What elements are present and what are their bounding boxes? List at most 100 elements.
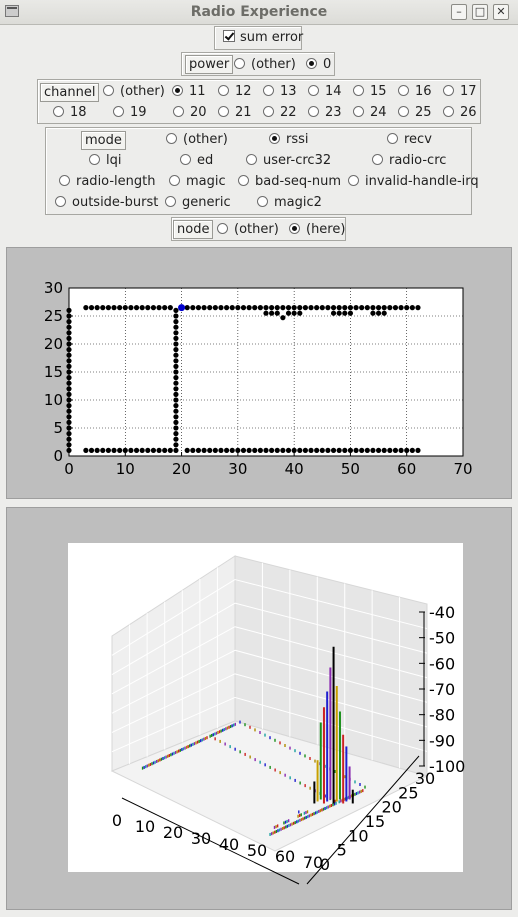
data-point	[201, 447, 207, 453]
window-menu-icon[interactable]	[5, 5, 19, 17]
data-point	[139, 447, 145, 453]
data-point	[269, 310, 275, 316]
data-point	[66, 447, 72, 453]
channel-option-20[interactable]: 20	[173, 105, 207, 120]
data-point	[66, 319, 72, 325]
data-point	[66, 391, 72, 397]
data-point	[100, 447, 106, 453]
mode-option-radio-crc[interactable]: radio-crc	[372, 153, 446, 168]
mode-option-user-crc32[interactable]: user-crc32	[246, 153, 331, 168]
node-group: node (other) (here)	[171, 217, 346, 241]
minimize-button[interactable]: –	[451, 4, 467, 20]
data-point	[297, 310, 303, 316]
data-point	[274, 305, 280, 311]
channel-option-19[interactable]: 19	[113, 105, 147, 120]
pane-gridline	[111, 673, 236, 733]
data-point	[212, 305, 218, 311]
data-point	[235, 305, 241, 311]
channel-option-12[interactable]: 12	[218, 84, 252, 99]
channel-option-13[interactable]: 13	[263, 84, 297, 99]
mode-option-generic[interactable]: generic	[165, 195, 231, 210]
node-option-here[interactable]: (here)	[289, 222, 345, 237]
mode-option-magic2[interactable]: magic2	[257, 195, 322, 210]
data-point	[190, 305, 196, 311]
channel-option-15[interactable]: 15	[353, 84, 387, 99]
data-point	[66, 403, 72, 409]
radio-icon	[53, 106, 64, 117]
data-point	[66, 375, 72, 381]
data-point	[139, 305, 145, 311]
power-option-other[interactable]: (other)	[234, 57, 296, 72]
radio-icon	[180, 154, 191, 165]
x-tick-label: 50	[247, 841, 267, 860]
mode-option-rssi[interactable]: rssi	[269, 132, 309, 147]
mode-button[interactable]: mode	[81, 131, 126, 150]
data-point	[83, 305, 89, 311]
channel-option-21[interactable]: 21	[218, 105, 252, 120]
x-tick-label: 70	[453, 460, 472, 478]
mode-option-recv[interactable]: recv	[387, 132, 432, 147]
data-point	[173, 319, 179, 325]
data-point	[173, 447, 179, 453]
close-button[interactable]: ✕	[493, 4, 509, 20]
x-tick-label: 30	[191, 829, 211, 848]
data-point	[392, 447, 399, 453]
channel-option-other[interactable]: (other)	[103, 84, 165, 99]
channel-option-17[interactable]: 17	[443, 84, 477, 99]
channel-option-22[interactable]: 22	[263, 105, 297, 120]
mode-option-ed[interactable]: ed	[180, 153, 213, 168]
data-point	[224, 305, 230, 311]
mode-option-invalid-handle-irq[interactable]: invalid-handle-irq	[348, 174, 479, 189]
power-button[interactable]: power	[185, 55, 234, 74]
mode-option-bad-seq-num[interactable]: bad-seq-num	[238, 174, 341, 189]
power-group: power (other) 0	[181, 52, 335, 76]
mode-option-magic[interactable]: magic	[169, 174, 226, 189]
data-point	[240, 305, 247, 311]
power-option-0[interactable]: 0	[306, 57, 331, 72]
channel-option-18[interactable]: 18	[53, 105, 87, 120]
data-point	[263, 447, 269, 453]
channel-option-25[interactable]: 25	[398, 105, 432, 120]
data-point	[66, 324, 72, 330]
channel-option-24[interactable]: 24	[353, 105, 387, 120]
data-point	[229, 447, 235, 453]
y-tick-label: 0	[320, 855, 330, 874]
data-point	[387, 305, 393, 311]
node-option-other[interactable]: (other)	[217, 222, 279, 237]
radio-selected-icon	[269, 133, 280, 144]
radio-selected-icon	[306, 58, 317, 69]
mode-option-other[interactable]: (other)	[166, 132, 228, 147]
mode-option-lqi[interactable]: lqi	[89, 153, 121, 168]
channel-option-11[interactable]: 11	[172, 84, 206, 99]
data-point	[375, 310, 382, 316]
data-point	[173, 330, 179, 336]
data-point	[342, 310, 348, 316]
channel-button[interactable]: channel	[40, 83, 100, 102]
data-point	[207, 305, 213, 311]
data-point	[325, 305, 331, 311]
channel-option-14[interactable]: 14	[308, 84, 342, 99]
data-point	[398, 447, 404, 453]
channel-option-23[interactable]: 23	[308, 105, 342, 120]
data-point	[218, 447, 224, 453]
data-point	[409, 305, 415, 311]
data-point	[274, 447, 280, 453]
mode-option-outside-burst[interactable]: outside-burst	[55, 195, 158, 210]
data-point	[167, 305, 173, 311]
channel-option-16[interactable]: 16	[398, 84, 432, 99]
data-point	[302, 305, 308, 311]
data-point	[257, 305, 263, 311]
data-point	[111, 447, 117, 453]
channel-option-26[interactable]: 26	[443, 105, 477, 120]
data-point	[308, 305, 314, 311]
data-point	[381, 310, 387, 316]
sum-error-checkbox[interactable]: sum error	[223, 30, 303, 45]
mode-option-radio-length[interactable]: radio-length	[59, 174, 156, 189]
node-button[interactable]: node	[173, 220, 214, 239]
data-point	[269, 305, 275, 311]
maximize-button[interactable]: □	[472, 4, 488, 20]
z-tick-label: -60	[429, 654, 455, 673]
data-point	[370, 447, 376, 453]
data-point	[291, 305, 297, 311]
data-point	[94, 447, 100, 453]
